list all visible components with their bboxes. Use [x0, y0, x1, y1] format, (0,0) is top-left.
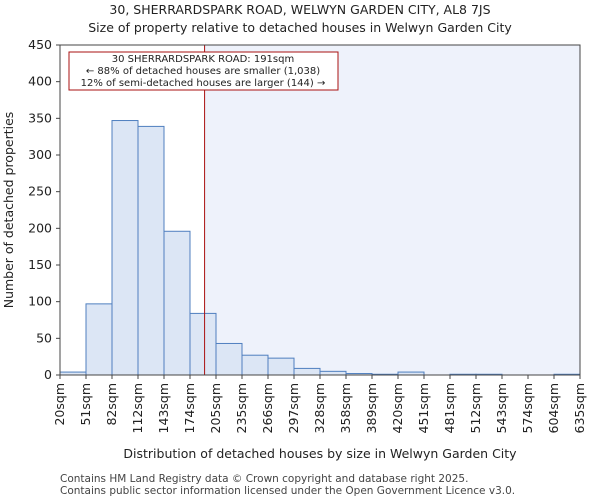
highlight-region	[204, 45, 580, 375]
y-tick-label: 200	[28, 220, 52, 235]
x-tick-label: 51sqm	[78, 383, 93, 426]
bar-112sqm	[137, 125, 165, 376]
y-axis-ticks: 0 50 100 150 200 250 300 350 400 450	[28, 37, 60, 382]
x-tick-label: 112sqm	[130, 383, 145, 433]
x-tick-label: 543sqm	[494, 383, 509, 433]
annotation-box: 30 SHERRARDSPARK ROAD: 191sqm ← 88% of d…	[68, 51, 339, 91]
y-tick-label: 150	[28, 257, 52, 272]
bar-143sqm	[163, 230, 191, 376]
footer-line2: Contains public sector information licen…	[60, 485, 515, 497]
chart-title-line1: 30, SHERRARDSPARK ROAD, WELWYN GARDEN CI…	[109, 2, 490, 17]
y-tick-label: 100	[28, 294, 52, 309]
footer-line1: Contains HM Land Registry data © Crown c…	[60, 473, 468, 485]
bar-205sqm	[215, 342, 243, 376]
x-tick-label: 574sqm	[520, 383, 535, 433]
x-tick-label: 604sqm	[546, 383, 561, 433]
x-tick-label: 481sqm	[442, 383, 457, 433]
y-axis-label: Number of detached properties	[1, 112, 16, 309]
x-tick-label: 635sqm	[572, 383, 587, 433]
x-tick-label: 451sqm	[416, 383, 431, 433]
y-tick-label: 450	[28, 37, 52, 52]
bar-328sqm	[319, 370, 347, 376]
bar-174sqm	[189, 312, 217, 376]
x-tick-label: 143sqm	[156, 383, 171, 433]
x-tick-label: 205sqm	[208, 383, 223, 433]
bars-group	[59, 120, 581, 376]
y-tick-label: 50	[36, 330, 52, 345]
x-tick-label: 358sqm	[338, 383, 353, 433]
x-tick-label: 328sqm	[312, 383, 327, 433]
x-tick-label: 512sqm	[468, 383, 483, 433]
x-tick-label: 174sqm	[182, 383, 197, 433]
bar-51sqm	[85, 303, 113, 376]
bar-82sqm	[111, 120, 139, 376]
x-tick-label: 297sqm	[286, 383, 301, 433]
x-tick-label: 420sqm	[390, 383, 405, 433]
y-tick-label: 400	[28, 74, 52, 89]
y-tick-label: 250	[28, 184, 52, 199]
y-tick-label: 0	[44, 367, 52, 382]
x-axis-ticks: 20sqm 51sqm 82sqm 112sqm 143sqm 174sqm 205sqm 2…	[52, 375, 587, 433]
y-tick-label: 300	[28, 147, 52, 162]
annotation-line2: ← 88% of detached houses are smaller (1,…	[86, 66, 320, 77]
x-tick-label: 235sqm	[234, 383, 249, 433]
x-tick-label: 266sqm	[260, 383, 275, 433]
annotation-line1: 30 SHERRARDSPARK ROAD: 191sqm	[112, 54, 294, 65]
chart-title-line2: Size of property relative to detached ho…	[88, 20, 512, 35]
x-axis-label: Distribution of detached houses by size …	[123, 446, 517, 461]
y-tick-label: 350	[28, 110, 52, 125]
x-tick-label: 389sqm	[364, 383, 379, 433]
annotation-frame	[68, 51, 339, 91]
bar-297sqm	[293, 367, 321, 376]
bar-235sqm	[241, 354, 269, 376]
x-tick-label: 20sqm	[52, 383, 67, 426]
x-tick-label: 82sqm	[104, 383, 119, 426]
bar-266sqm	[267, 357, 295, 376]
annotation-line3: 12% of semi-detached houses are larger (…	[81, 78, 326, 89]
